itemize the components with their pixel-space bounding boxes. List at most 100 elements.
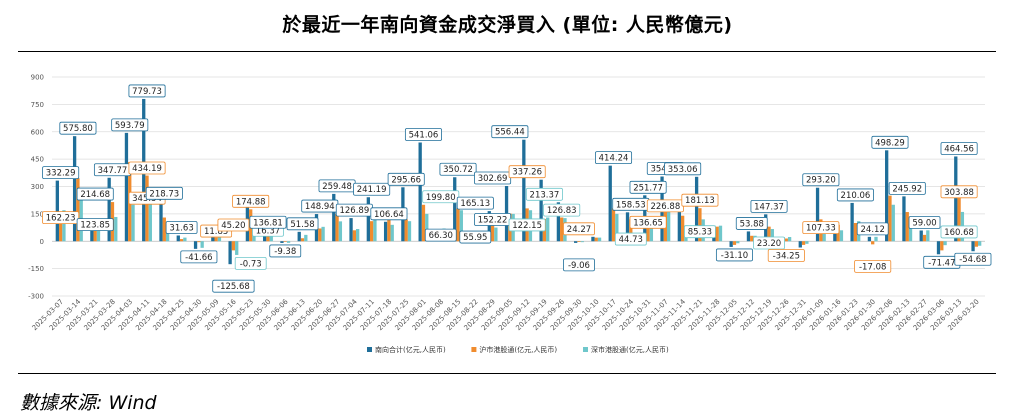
south-bar (919, 230, 923, 242)
south-bar (72, 136, 77, 242)
south-bar (280, 241, 284, 243)
data-label: 44.73 (619, 235, 643, 245)
sz-bar (839, 230, 844, 242)
sh-bar (300, 238, 305, 242)
south-bar (522, 139, 526, 242)
sz-bar (718, 225, 723, 242)
data-label: 51.58 (290, 220, 314, 230)
sh-bar (58, 211, 63, 242)
sh-bar (93, 223, 97, 242)
source-note: 數據來源: Wind (20, 392, 157, 414)
south-bar (418, 142, 422, 242)
data-label-box (439, 162, 477, 176)
data-label: 165.13 (460, 199, 490, 209)
data-label-box (212, 279, 255, 293)
sz-bar (615, 213, 619, 242)
data-label-box (286, 217, 319, 231)
data-label-box (871, 135, 909, 149)
south-bar (902, 196, 906, 242)
top-rule (18, 51, 996, 52)
bottom-rule (18, 373, 996, 374)
data-label-box (563, 222, 595, 236)
south-bar (193, 241, 198, 249)
data-label: 152.22 (478, 215, 508, 225)
data-label-box (508, 218, 546, 232)
sz-bar (770, 229, 774, 242)
sz-bar (597, 237, 602, 242)
sz-bar (787, 237, 792, 242)
sh-bar (940, 241, 944, 251)
data-label: -9.06 (568, 261, 590, 271)
data-label-box (854, 259, 892, 273)
sz-bar (62, 210, 66, 242)
sz-bar (407, 221, 412, 242)
south-bar (746, 231, 751, 242)
data-label-box (165, 221, 198, 234)
sz-bar (494, 227, 498, 242)
data-label-box (353, 182, 391, 196)
data-label-box (180, 250, 218, 264)
data-label: 136.65 (633, 218, 663, 228)
y-tick-label: 150 (31, 210, 44, 218)
sh-bar (387, 208, 391, 242)
sh-bar (922, 234, 927, 242)
data-label-box (750, 199, 788, 213)
data-label-box (940, 142, 978, 155)
south-bar (867, 236, 872, 242)
legend-swatch (471, 347, 477, 352)
data-label: 295.66 (391, 175, 421, 185)
data-label-box (404, 128, 442, 141)
data-label: 245.92 (892, 184, 922, 194)
sh-bar (680, 215, 685, 242)
data-label-box (387, 172, 425, 186)
sz-bar (978, 241, 982, 246)
data-label: 23.20 (757, 239, 781, 249)
sz-bar (874, 236, 878, 242)
south-bar (487, 211, 491, 242)
data-label: 575.80 (63, 124, 93, 134)
south-bar (608, 165, 612, 242)
data-label: 174.88 (236, 197, 266, 207)
data-label: -41.66 (185, 253, 212, 263)
data-label-box (232, 194, 270, 208)
sz-bar (356, 229, 360, 242)
south-bar (694, 176, 699, 242)
sh-bar (784, 238, 788, 242)
sh-bar (76, 178, 80, 242)
sz-bar (373, 217, 377, 242)
data-label: 337.26 (512, 168, 542, 178)
data-label: 350.72 (443, 165, 473, 175)
data-label-box (459, 230, 492, 244)
data-label: -0.73 (240, 259, 262, 269)
sh-bar (231, 241, 236, 251)
data-label-box (491, 125, 529, 139)
data-label-box (681, 193, 719, 207)
data-label: 332.29 (46, 169, 76, 179)
sh-bar (577, 241, 581, 242)
south-bar (625, 212, 630, 242)
sh-bar (957, 185, 961, 242)
data-label: 302.69 (478, 174, 508, 184)
sz-bar (200, 241, 204, 248)
data-label: 106.64 (374, 210, 404, 220)
data-label: 107.33 (806, 224, 836, 234)
sz-bar (183, 237, 187, 242)
data-label: 498.29 (875, 138, 905, 148)
data-label-box (954, 252, 992, 266)
data-label: 136.81 (253, 218, 283, 228)
data-label: 55.95 (463, 233, 487, 243)
south-bar (366, 197, 370, 242)
sh-bar (369, 221, 374, 242)
south-bar (159, 201, 163, 242)
data-label-box (269, 244, 302, 258)
data-label-box (940, 225, 978, 239)
legend-label: 南向合计(亿元,人民币) (375, 345, 446, 354)
sh-bar (698, 208, 702, 242)
data-label: -31.10 (721, 251, 748, 261)
data-label: 347.77 (98, 166, 128, 176)
data-label-box (629, 180, 667, 194)
sz-bar (425, 213, 429, 242)
sz-bar (891, 204, 895, 242)
y-tick-label: 900 (31, 74, 44, 82)
